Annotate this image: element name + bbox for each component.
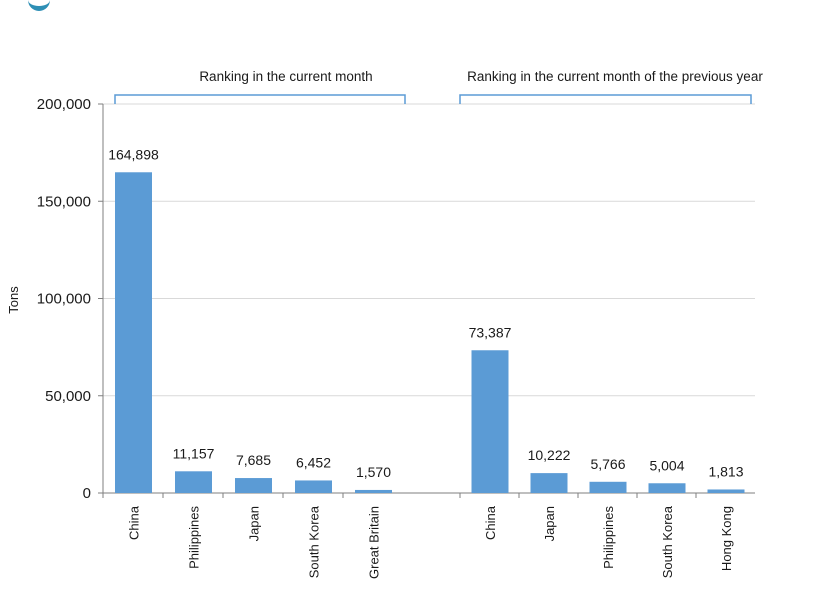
axes (98, 103, 755, 498)
group-bracket (114, 94, 406, 104)
category-label: Philippines (187, 506, 202, 569)
y-tick-label: 200,000 (37, 96, 91, 113)
y-tick-labels: 200,000 150,000 100,000 50,000 0 (37, 96, 91, 502)
category-label: Japan (247, 506, 262, 541)
bar (235, 478, 272, 493)
y-tick-label: 50,000 (45, 388, 91, 405)
bar (648, 483, 686, 493)
logo-fragment (28, 0, 50, 11)
category-label: China (483, 505, 498, 540)
data-label: 1,813 (708, 463, 743, 479)
data-label: 164,898 (108, 146, 159, 162)
data-label: 6,452 (296, 454, 331, 470)
bar (115, 172, 152, 494)
category-label: Japan (542, 506, 557, 541)
y-tick-label: 0 (83, 485, 91, 502)
category-label: Hong Kong (719, 506, 734, 571)
bar (530, 473, 568, 493)
category-label: China (127, 505, 142, 540)
group-bracket (459, 94, 752, 104)
bar (589, 481, 627, 493)
bar (707, 489, 745, 493)
category-label: Great Britain (367, 506, 382, 579)
category-label: South Korea (660, 505, 675, 578)
data-label: 11,157 (173, 445, 215, 461)
data-label: 1,570 (356, 464, 391, 480)
bar (355, 489, 392, 493)
bars (115, 172, 745, 494)
category-label: Philippines (601, 506, 616, 569)
y-axis-label: Tons (6, 286, 21, 314)
y-tick-label: 150,000 (37, 193, 91, 210)
data-label: 73,387 (469, 324, 512, 340)
bar (471, 350, 509, 493)
data-label: 10,222 (528, 447, 571, 463)
group-title: Ranking in the current month (199, 69, 372, 84)
y-tick-label: 100,000 (37, 291, 91, 308)
group-title: Ranking in the current month of the prev… (467, 69, 763, 84)
bar (295, 480, 332, 493)
data-labels: 164,898 11,157 7,685 6,452 1,570 73,387 10,222… (108, 146, 744, 480)
data-label: 7,685 (236, 452, 271, 468)
gridlines (103, 103, 755, 397)
bar (175, 471, 212, 493)
data-label: 5,766 (590, 456, 625, 472)
group-brackets: Ranking in the current month Ranking in t… (114, 69, 763, 104)
data-label: 5,004 (649, 457, 684, 473)
category-label: South Korea (307, 505, 322, 578)
category-labels: China Philippines Japan South Korea Great Br… (127, 505, 735, 579)
